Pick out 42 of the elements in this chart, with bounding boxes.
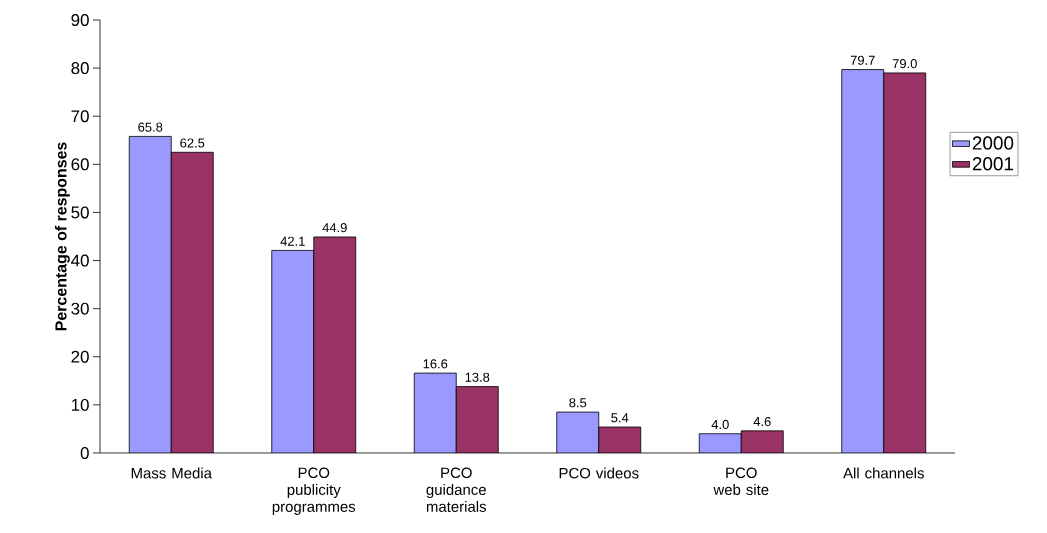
data-label: 4.0 xyxy=(711,419,729,430)
data-label: 42.1 xyxy=(280,236,305,246)
data-label: 4.6 xyxy=(753,416,771,427)
y-tick-label: 50 xyxy=(71,206,89,219)
bar xyxy=(171,152,214,453)
bar xyxy=(556,412,599,453)
y-tick-label: 80 xyxy=(71,62,89,75)
x-tick-label: PCO guidance materials xyxy=(426,467,487,512)
x-tick-label: Mass Media xyxy=(131,467,212,479)
data-label: 8.5 xyxy=(569,398,587,408)
bar xyxy=(414,373,457,453)
y-tick-label: 30 xyxy=(71,302,89,315)
y-tick-label: 60 xyxy=(71,158,89,171)
data-label: 79.0 xyxy=(892,59,917,69)
data-label: 79.7 xyxy=(850,55,875,65)
data-label: 62.5 xyxy=(180,138,205,148)
bar xyxy=(841,69,885,453)
x-tick-label: PCO videos xyxy=(559,467,639,479)
y-tick-label: 0 xyxy=(80,446,89,459)
x-tick-label: PCO publicity programmes xyxy=(272,467,356,515)
data-label: 44.9 xyxy=(322,223,347,233)
legend-label: 2000 xyxy=(972,136,1014,150)
bar xyxy=(883,72,927,453)
bar xyxy=(699,433,742,453)
y-tick-label: 20 xyxy=(71,350,89,363)
legend-label: 2001 xyxy=(972,157,1014,171)
bar xyxy=(598,427,641,453)
y-tick-label: 40 xyxy=(71,254,89,267)
data-label: 5.4 xyxy=(611,413,629,423)
bar xyxy=(456,386,499,453)
y-tick-label: 90 xyxy=(71,13,89,26)
bar xyxy=(129,136,172,453)
bar xyxy=(271,250,314,453)
x-tick-label: All channels xyxy=(843,467,924,479)
data-label: 16.6 xyxy=(423,359,448,369)
bar xyxy=(313,236,356,453)
data-label: 65.8 xyxy=(138,122,163,132)
x-tick-label: PCO web site xyxy=(713,467,769,496)
y-axis-title: Percentage of responses xyxy=(54,142,70,331)
y-tick-label: 10 xyxy=(71,398,89,411)
data-label: 13.8 xyxy=(465,372,490,382)
y-tick-label: 70 xyxy=(71,110,89,123)
